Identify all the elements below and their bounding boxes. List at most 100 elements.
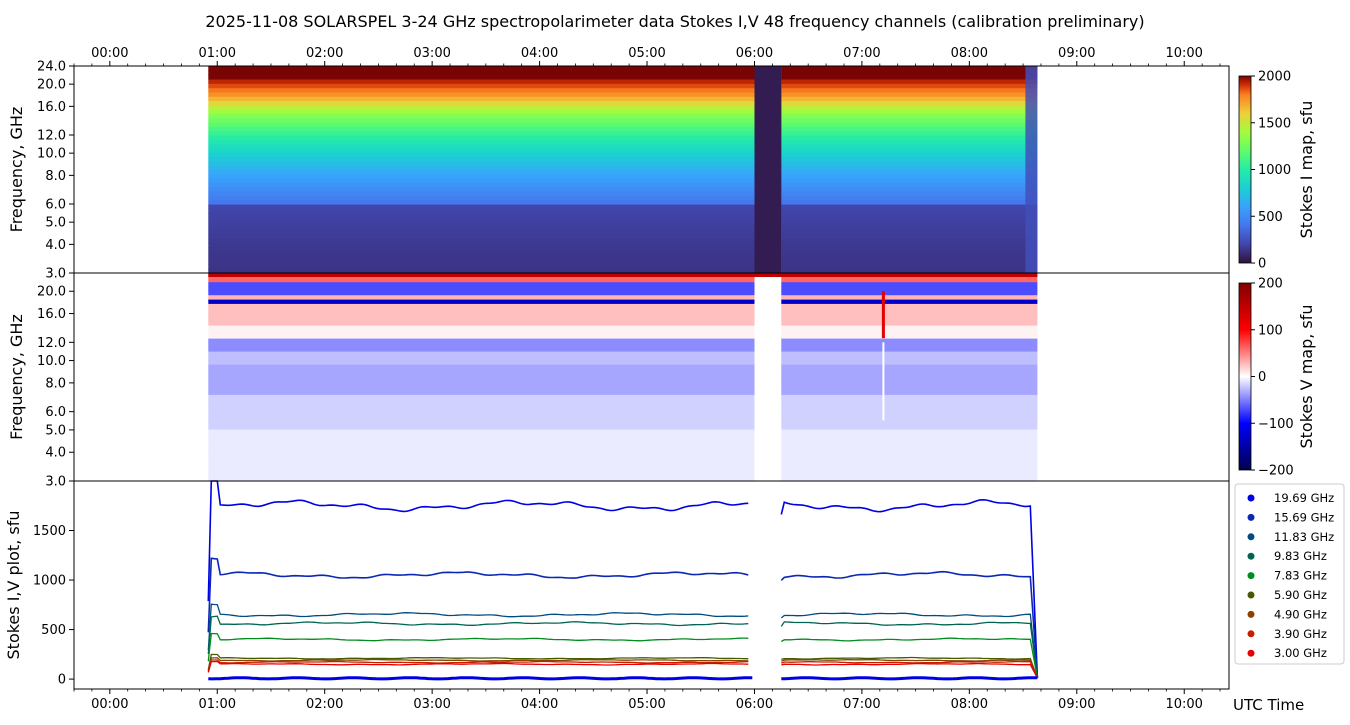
stokes-v-cell [781,316,1038,322]
stokes-v-cell [781,346,1038,352]
x-axis-label: UTC Time [1233,696,1304,714]
legend-marker [1247,649,1255,657]
stokes-i-ytick-label: 10.0 [37,147,66,162]
stokes-v-cell [781,424,1038,430]
stokes-i-cell [781,229,1038,235]
stokes-i-cell [781,242,1038,248]
stokes-v-cell [781,307,1038,313]
stokes-i-cell [781,66,1038,71]
stokes-v-cell [781,416,1038,421]
stokes-v-panel: Frequency, GHz 3.0 4.0 5.0 6.0 8.0 10.0 12.0 16… [7,272,1230,490]
stokes-i-ytick-label: 24.0 [37,60,66,75]
stokes-v-cell [208,437,755,443]
colorbar-tick-label: 1000 [1258,163,1291,178]
stokes-v-trace [781,676,1038,681]
stokes-v-cell [781,351,1038,356]
top-x-tick-label: 04:00 [521,46,558,61]
stokes-v-cell [781,320,1038,326]
colorbar-tick-label: −200 [1258,464,1294,479]
stokes-v-cell [208,312,755,317]
stokes-i-cell [781,113,1038,119]
series-line-9-83-GHz [207,615,749,655]
stokes-i-cell [208,66,755,71]
stokes-v-ytick-label: 10.0 [37,354,66,369]
stokes-v-cell [208,420,755,426]
stokes-v-cell [781,333,1038,339]
stokes-v-cell [208,446,755,452]
series-line-3-00-GHz [781,662,1038,679]
top-x-tick-label: 01:00 [199,46,236,61]
stokes-v-cell [208,385,755,391]
legend: 19.69 GHz 15.69 GHz 11.83 GHz 9.83 GHz 7.83 … [1234,483,1345,665]
x-tick-label: 04:00 [521,697,558,712]
stokes-i-cell [781,199,1038,205]
legend-marker [1247,591,1255,599]
stokes-v-colorbar-label: Stokes V map, sfu [1297,304,1316,448]
stokes-v-cell [208,433,755,439]
stokes-i-cell [781,109,1038,114]
stokes-v-cell [781,442,1038,447]
stokes-v-cell [208,411,755,417]
stokes-i-cell [208,178,755,183]
x-tick-label: 08:00 [951,697,988,712]
stokes-i-panel: Frequency, GHz 3.0 4.0 5.0 6.0 8.0 10.0 12.0 16… [7,46,1230,282]
stokes-v-cell [781,325,1038,330]
stokes-v-cell [781,385,1038,391]
series-line-15-69-GHz [207,557,749,633]
stokes-v-cell [208,294,755,300]
stokes-i-cell [208,135,755,140]
stokes-i-cell [781,195,1038,201]
stokes-v-cell [781,455,1038,460]
stokes-i-cell [781,78,1038,84]
top-x-tick-label: 06:00 [736,46,773,61]
series-line-5-90-GHz [781,656,1039,679]
stokes-i-cell [781,74,1038,80]
stokes-v-cell [208,442,755,447]
stokes-v-cell [208,351,755,356]
stokes-i-cell [208,242,755,248]
colorbar-tick-label: 2000 [1258,70,1291,85]
stokes-v-cell [208,333,755,339]
stokes-i-cell [208,238,755,244]
stokes-v-ytick-label: 5.0 [45,423,66,438]
stokes-iv-plot-panel: Stokes I,V plot, sfu 0 500 1000 1500 00:00 0… [4,480,1304,714]
series-line-19-69-GHz [207,480,749,602]
plot-ytick-label: 1000 [33,574,66,589]
legend-marker [1247,494,1255,502]
stokes-i-cell [208,212,755,218]
stokes-v-cell [208,307,755,313]
x-tick-label: 03:00 [413,697,450,712]
legend-label: 5.90 GHz [1274,588,1327,602]
stokes-i-cell [781,208,1038,214]
stokes-i-cell [208,225,755,231]
stokes-i-end-edge [1025,66,1038,273]
stokes-v-ytick-label: 6.0 [45,405,66,420]
stokes-i-cell [781,117,1038,123]
stokes-v-cell [208,377,755,382]
stokes-i-cell [781,216,1038,222]
stokes-i-cell [208,139,755,145]
stokes-v-cell [781,286,1038,291]
top-x-tick-label: 09:00 [1058,46,1095,61]
series-line-11-83-GHz [780,612,1039,679]
stokes-i-cell [781,165,1038,171]
top-x-tick-label: 05:00 [628,46,665,61]
stokes-v-cell [781,372,1038,378]
legend-label: 3.00 GHz [1274,646,1327,660]
series-line-3-00-GHz [207,660,749,673]
stokes-i-cell [781,178,1038,183]
stokes-i-ytick-label: 4.0 [45,238,66,253]
stokes-i-ytick-label: 8.0 [45,169,66,184]
stokes-i-ytick-label: 3.0 [45,267,66,282]
stokes-v-cell [781,407,1038,413]
stokes-v-cell [208,390,755,395]
stokes-v-cell [781,303,1038,309]
stokes-v-cell [781,281,1038,287]
plot-ytick-label: 500 [41,623,66,638]
stokes-v-ytick-label: 3.0 [45,475,66,490]
stokes-i-cell [781,260,1038,265]
stokes-v-cell [208,277,755,283]
stokes-v-cell [781,459,1038,465]
stokes-i-cell [781,221,1038,227]
